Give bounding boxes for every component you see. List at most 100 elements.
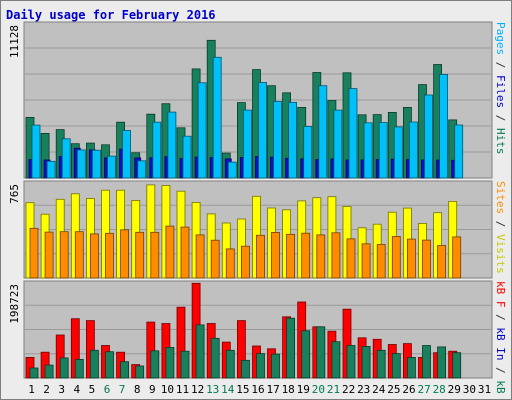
bar-kb-out [90, 349, 99, 379]
x-tick-label: 11 [176, 383, 189, 396]
bar-kb-out [59, 357, 69, 379]
legend-entry: Hits [494, 128, 507, 155]
x-tick-label: 26 [402, 383, 415, 396]
bar-kb-out [105, 351, 114, 379]
legend-visits-sites: Sites / Visits [494, 181, 507, 274]
bar-pages [454, 124, 464, 179]
x-tick-label: 16 [251, 383, 264, 396]
bar-sites [437, 245, 447, 279]
bar-sites [74, 231, 84, 279]
bar-sites [271, 231, 280, 279]
bar-kb-out [150, 350, 160, 379]
bar-kb-out [256, 353, 265, 379]
bar-sites [240, 245, 250, 279]
bar-kb-out [44, 364, 54, 379]
bar-pages [273, 101, 282, 179]
bar-pages [408, 121, 418, 179]
x-tick-label: 8 [134, 383, 141, 396]
bar-sites [316, 234, 326, 279]
bar-sites [346, 238, 356, 279]
bar-pages [303, 126, 313, 179]
x-tick-label: 15 [236, 383, 249, 396]
legend-entry: kB Out [494, 380, 507, 400]
bar-kb-out [271, 353, 280, 379]
legend-traffic: kB F / kB In / kB Out [494, 281, 507, 400]
x-tick-label: 19 [297, 383, 310, 396]
legend-entry: Files [494, 75, 507, 108]
bar-kb-out [165, 346, 175, 379]
bar-pages [424, 94, 433, 179]
bar-pages [212, 56, 222, 179]
bar-pages [167, 111, 177, 179]
bar-kb-out [180, 350, 190, 379]
legend-entry: kB F [494, 281, 507, 308]
bar-pages [363, 122, 373, 179]
x-tick-label: 24 [372, 383, 386, 396]
legend-entry: Sites [494, 181, 507, 214]
bar-kb-out [286, 317, 296, 379]
x-tick-label: 7 [119, 383, 126, 396]
bar-kb-out [195, 324, 205, 379]
bar-pages [333, 109, 343, 179]
bar-kb-out [452, 352, 462, 379]
bar-sites [225, 248, 235, 279]
x-tick-label: 1 [28, 383, 35, 396]
x-tick-label: 30 [463, 383, 476, 396]
bar-kb-out [240, 359, 250, 379]
bar-kb-out [301, 330, 311, 379]
x-tick-label: 12 [191, 383, 204, 396]
bar-pages [258, 82, 267, 179]
legend-entry: / [494, 308, 507, 328]
bar-sites [150, 231, 160, 279]
bar-pages [152, 121, 162, 179]
x-tick-label: 5 [89, 383, 96, 396]
bar-sites [120, 229, 129, 279]
bar-kb-out [210, 337, 220, 379]
bar-pages [348, 88, 358, 179]
bar-sites [406, 238, 416, 279]
x-tick-label: 31 [478, 383, 491, 396]
x-tick-label: 10 [161, 383, 174, 396]
legend-hits-files-pages: Pages / Files / Hits [494, 22, 507, 155]
bar-kb-out [316, 326, 326, 379]
bar-kb-out [120, 361, 129, 379]
x-tick-label: 25 [387, 383, 400, 396]
bar-sites [195, 234, 205, 279]
bar-kb-out [376, 349, 386, 379]
legend-entry: / [494, 55, 507, 75]
chart-title: Daily usage for February 2016 [6, 8, 216, 22]
bar-sites [422, 239, 431, 279]
legend-entry: kB In [494, 327, 507, 360]
bar-kb-out [331, 341, 341, 379]
ymax-label-hits-files-pages: 11128 [8, 25, 21, 58]
bar-kb-out [135, 365, 145, 379]
bar-pages [31, 124, 41, 179]
legend-entry: / [494, 108, 507, 128]
bar-pages [318, 85, 328, 179]
bar-pages [227, 161, 237, 179]
bar-pages [76, 149, 86, 179]
bar-sites [452, 236, 462, 279]
bar-sites [44, 231, 54, 279]
legend-entry: / [494, 361, 507, 381]
x-tick-label: 23 [357, 383, 370, 396]
bar-kb-out [422, 345, 431, 379]
ymax-label-visits-sites: 765 [8, 184, 21, 204]
bar-pages [182, 135, 192, 179]
bar-pages [288, 102, 298, 179]
x-tick-label: 28 [433, 383, 446, 396]
x-tick-label: 13 [206, 383, 219, 396]
bar-sites [59, 231, 69, 279]
x-tick-label: 3 [58, 383, 65, 396]
x-tick-label: 21 [327, 383, 340, 396]
bar-kb-out [391, 353, 401, 379]
bar-kb-out [346, 345, 356, 379]
legend-entry: Visits [494, 234, 507, 274]
bar-sites [256, 234, 265, 279]
bar-sites [165, 225, 175, 279]
bar-kb-out [361, 345, 371, 379]
bar-sites [210, 239, 220, 279]
bar-pages [378, 122, 388, 179]
bar-sites [105, 232, 114, 279]
bar-pages [242, 109, 252, 179]
